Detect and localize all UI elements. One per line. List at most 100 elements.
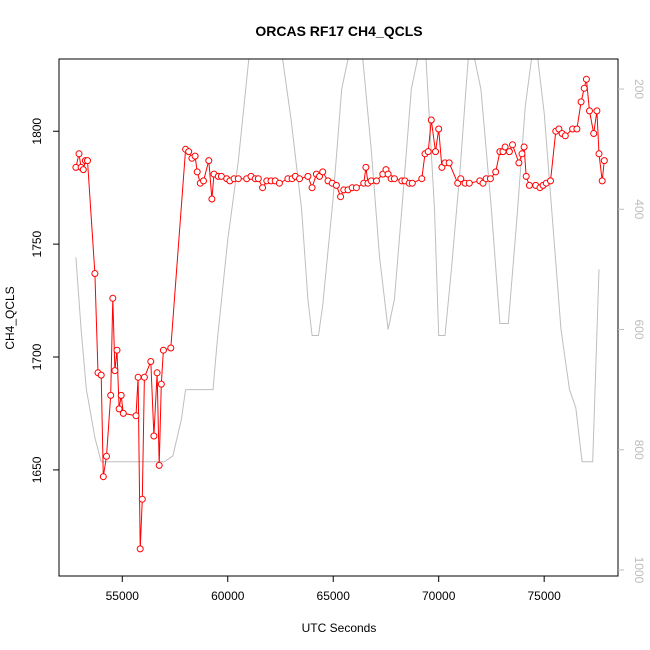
data-point xyxy=(319,168,327,176)
data-point xyxy=(167,344,175,352)
data-point xyxy=(103,452,110,460)
data-point xyxy=(150,432,158,440)
data-point xyxy=(75,150,83,158)
data-point xyxy=(308,184,316,192)
data-point xyxy=(138,495,146,503)
data-point xyxy=(590,130,598,137)
data-point xyxy=(515,159,523,167)
data-point xyxy=(486,175,494,183)
data-point xyxy=(432,148,439,156)
data-point xyxy=(234,175,242,183)
data-point xyxy=(465,179,473,187)
data-point xyxy=(159,346,167,354)
data-point xyxy=(304,172,312,180)
data-point xyxy=(205,157,213,165)
right-y-axis: 200 400 600 800 1000 xyxy=(618,79,646,584)
right-y-tick-label: 800 xyxy=(632,440,646,460)
x-tick-label: 70000 xyxy=(422,589,456,603)
data-point xyxy=(573,125,581,133)
data-point xyxy=(254,175,262,183)
data-point xyxy=(275,179,283,187)
data-point xyxy=(525,181,533,189)
right-y-tick-label: 600 xyxy=(632,320,646,340)
y-axis-title: CH4_QCLS xyxy=(3,286,17,349)
right-y-tick-label: 400 xyxy=(632,199,646,219)
data-point xyxy=(600,157,608,165)
y-tick-label: 1700 xyxy=(30,343,44,370)
data-point xyxy=(593,107,601,115)
data-point xyxy=(208,195,216,203)
chart-title: ORCAS RF17 CH4_QCLS xyxy=(255,23,422,39)
data-point xyxy=(140,373,148,381)
data-point xyxy=(457,175,465,183)
data-point xyxy=(505,148,513,156)
data-point xyxy=(191,152,199,160)
data-point xyxy=(598,177,606,185)
data-point xyxy=(352,184,360,192)
primary-series-layer xyxy=(72,75,608,553)
data-point xyxy=(132,412,140,420)
data-point xyxy=(582,75,590,83)
data-point xyxy=(119,409,127,417)
data-point xyxy=(577,98,585,106)
data-point xyxy=(518,150,526,158)
data-point xyxy=(157,380,165,388)
y-tick-label: 1800 xyxy=(30,118,44,145)
data-point xyxy=(561,132,569,140)
data-point xyxy=(134,373,142,381)
plot-frame xyxy=(58,58,619,577)
x-axis: 55000 60000 65000 70000 75000 xyxy=(106,576,561,603)
data-point xyxy=(117,391,125,399)
data-point xyxy=(113,346,121,354)
data-point xyxy=(193,168,201,176)
data-point xyxy=(337,193,345,201)
data-point xyxy=(99,473,107,481)
data-point xyxy=(408,179,416,187)
x-tick-label: 55000 xyxy=(106,589,140,603)
data-point xyxy=(586,107,593,115)
data-point xyxy=(362,163,370,171)
data-point xyxy=(153,369,161,377)
data-point xyxy=(185,148,193,156)
data-point xyxy=(84,157,91,165)
secondary-series-layer xyxy=(75,59,600,463)
data-point xyxy=(435,125,443,133)
data-point xyxy=(580,84,588,92)
data-point xyxy=(427,116,435,124)
data-point xyxy=(296,175,303,183)
data-point xyxy=(109,294,117,302)
data-point xyxy=(147,358,155,365)
data-point xyxy=(200,177,207,185)
secondary-series-line xyxy=(75,59,600,463)
right-y-tick-label: 1000 xyxy=(632,557,646,584)
data-point xyxy=(373,177,380,185)
data-point xyxy=(79,166,87,174)
data-point xyxy=(115,405,123,413)
y-axis: 1650 1700 1750 1800 xyxy=(30,118,59,483)
data-point xyxy=(332,181,340,189)
data-point xyxy=(424,148,432,156)
data-point xyxy=(522,172,530,180)
data-point xyxy=(445,159,453,167)
data-point xyxy=(492,168,500,176)
y-tick-label: 1750 xyxy=(30,230,44,257)
data-point xyxy=(509,141,516,149)
data-point xyxy=(390,175,398,183)
data-point xyxy=(97,371,105,379)
x-tick-label: 60000 xyxy=(211,589,245,603)
data-point xyxy=(155,461,163,469)
data-point xyxy=(91,270,99,277)
x-tick-label: 75000 xyxy=(527,589,561,603)
data-point xyxy=(107,391,115,399)
data-point xyxy=(136,545,144,553)
y-tick-label: 1650 xyxy=(30,456,44,483)
data-point xyxy=(595,150,603,158)
x-axis-title: UTC Seconds xyxy=(302,621,377,635)
data-point xyxy=(520,143,528,151)
data-point xyxy=(259,184,267,192)
data-point xyxy=(547,177,554,185)
data-point xyxy=(501,143,509,151)
data-point xyxy=(418,175,426,183)
right-y-tick-label: 200 xyxy=(632,79,646,99)
